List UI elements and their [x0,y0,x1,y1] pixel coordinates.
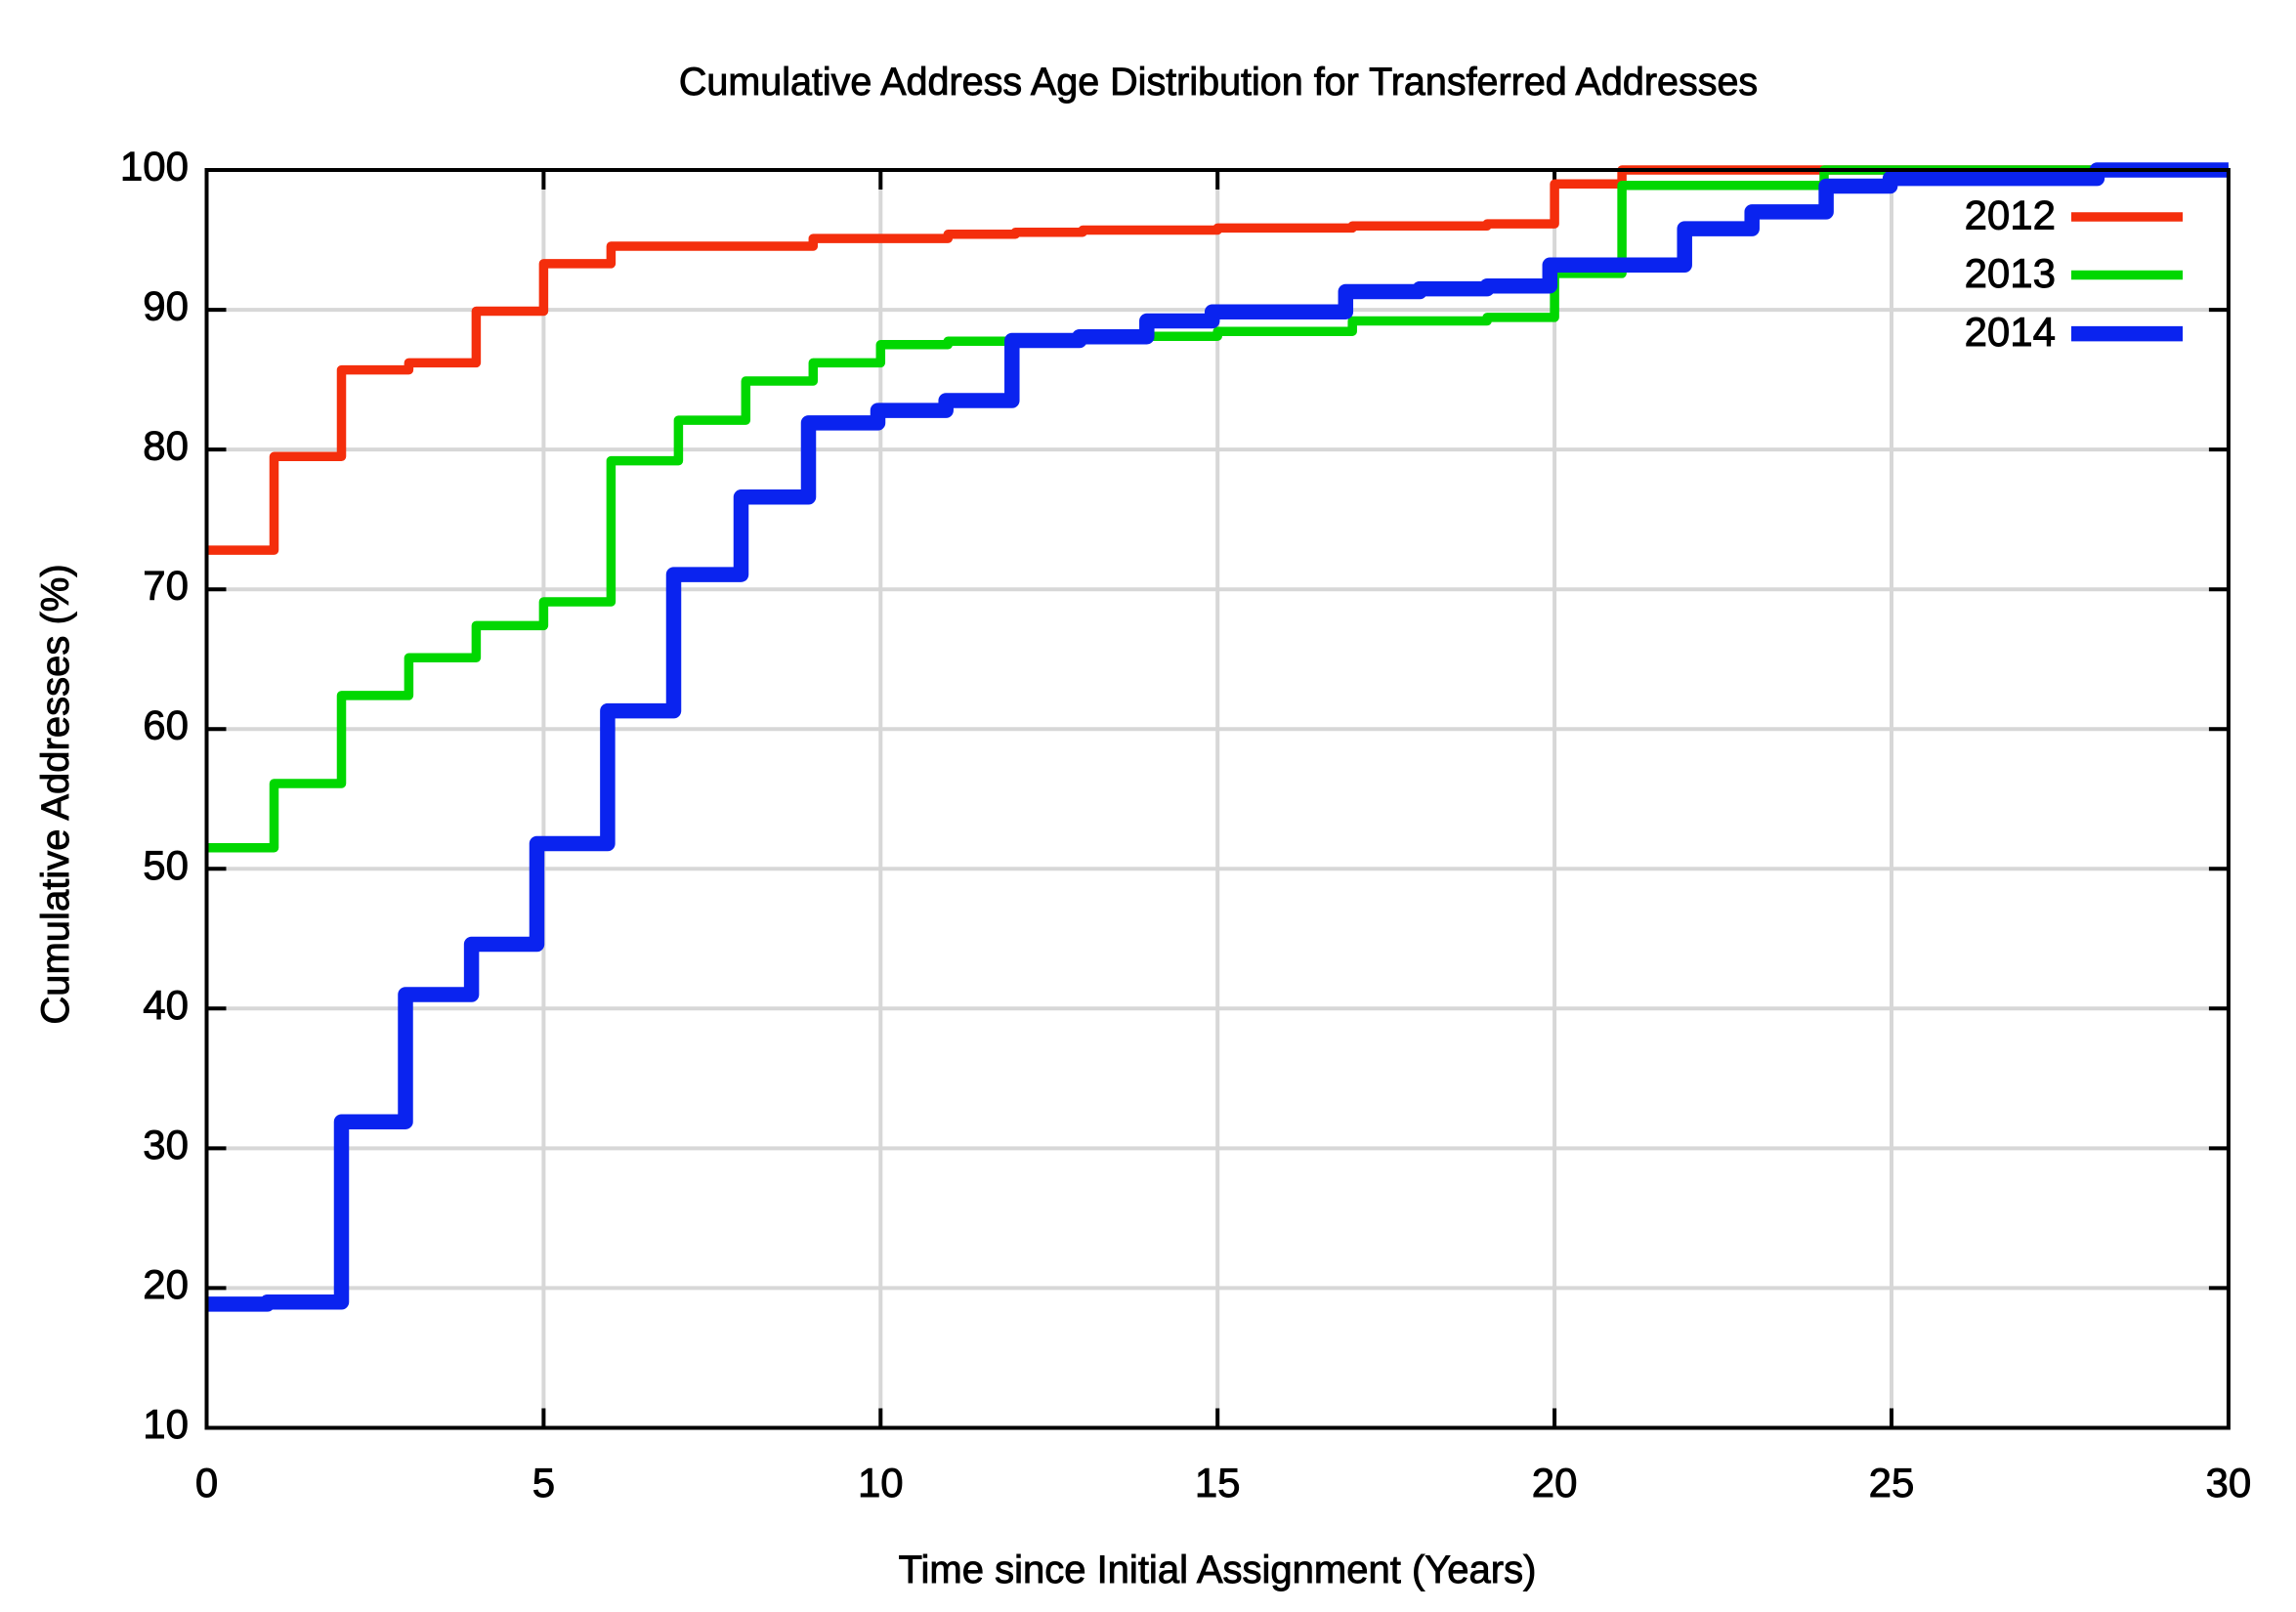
svg-text:Cumulative Address Age Distrib: Cumulative Address Age Distribution for … [679,61,1758,104]
svg-text:20: 20 [1532,1460,1578,1506]
svg-text:2013: 2013 [1965,250,2056,296]
svg-text:5: 5 [532,1460,555,1506]
svg-text:90: 90 [143,283,189,329]
svg-text:60: 60 [143,702,189,748]
svg-text:Time since Initial Assignment: Time since Initial Assignment (Years) [899,1548,1537,1591]
svg-text:2014: 2014 [1965,309,2056,355]
svg-text:2012: 2012 [1965,192,2056,238]
svg-text:50: 50 [143,842,189,888]
svg-text:70: 70 [143,563,189,609]
svg-text:20: 20 [143,1261,189,1307]
svg-text:10: 10 [858,1460,904,1506]
svg-text:25: 25 [1869,1460,1915,1506]
svg-text:15: 15 [1195,1460,1241,1506]
svg-text:100: 100 [120,144,189,190]
svg-text:Cumulative Addresses (%): Cumulative Addresses (%) [34,564,77,1024]
svg-text:80: 80 [143,423,189,469]
svg-text:30: 30 [143,1122,189,1167]
svg-text:0: 0 [195,1460,218,1506]
svg-text:30: 30 [2206,1460,2252,1506]
svg-text:10: 10 [143,1401,189,1447]
svg-text:40: 40 [143,982,189,1028]
